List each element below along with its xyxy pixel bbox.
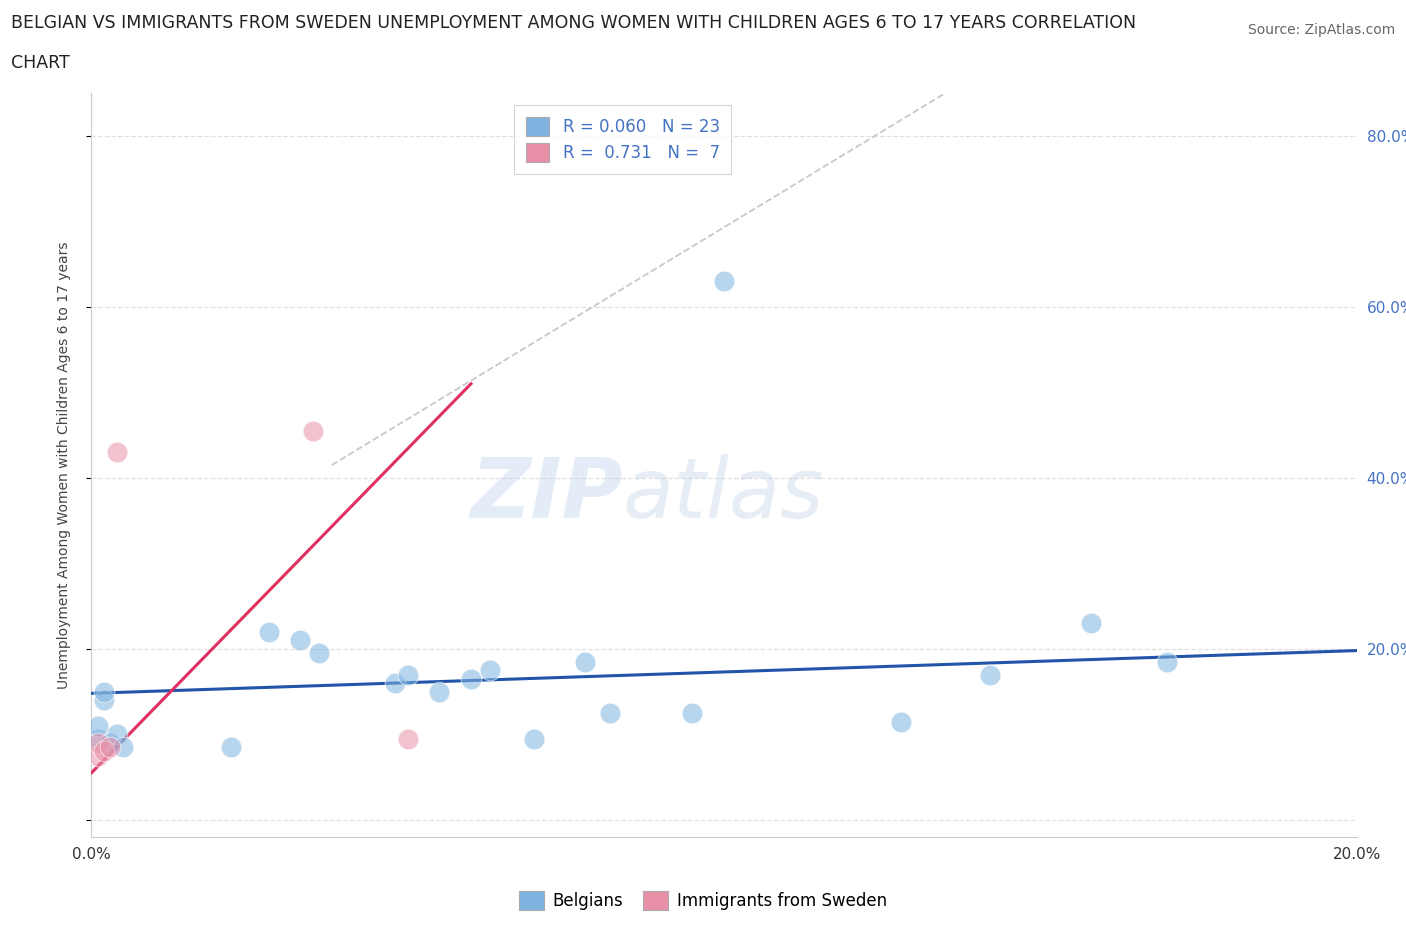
Point: [219, 739, 242, 754]
Point: [308, 645, 330, 660]
Point: [87, 736, 110, 751]
Point: [290, 633, 312, 648]
Point: [87, 731, 110, 746]
Y-axis label: Unemployment Among Women with Children Ages 6 to 17 years: Unemployment Among Women with Children A…: [56, 241, 70, 689]
Point: [682, 706, 704, 721]
Point: [396, 731, 419, 746]
Point: [98, 736, 122, 751]
Point: [93, 744, 115, 759]
Point: [427, 684, 450, 699]
Point: [713, 273, 735, 288]
Point: [105, 727, 128, 742]
Point: [979, 667, 1001, 682]
Text: atlas: atlas: [623, 454, 824, 536]
Point: [523, 731, 546, 746]
Text: Source: ZipAtlas.com: Source: ZipAtlas.com: [1247, 23, 1395, 37]
Legend: Belgians, Immigrants from Sweden: Belgians, Immigrants from Sweden: [513, 884, 893, 917]
Point: [478, 663, 502, 678]
Text: CHART: CHART: [11, 54, 70, 72]
Point: [87, 718, 110, 733]
Point: [574, 654, 596, 669]
Point: [87, 749, 110, 764]
Text: BELGIAN VS IMMIGRANTS FROM SWEDEN UNEMPLOYMENT AMONG WOMEN WITH CHILDREN AGES 6 : BELGIAN VS IMMIGRANTS FROM SWEDEN UNEMPL…: [11, 14, 1136, 32]
Point: [599, 706, 621, 721]
Point: [460, 671, 482, 686]
Point: [112, 739, 135, 754]
Point: [105, 445, 128, 459]
Point: [1156, 654, 1178, 669]
Point: [302, 423, 325, 438]
Point: [98, 739, 122, 754]
Point: [890, 714, 912, 729]
Text: ZIP: ZIP: [470, 454, 623, 536]
Point: [396, 667, 419, 682]
Point: [384, 675, 406, 690]
Point: [1080, 616, 1102, 631]
Point: [93, 693, 115, 708]
Point: [93, 684, 115, 699]
Legend: R = 0.060   N = 23, R =  0.731   N =  7: R = 0.060 N = 23, R = 0.731 N = 7: [515, 105, 731, 174]
Point: [257, 624, 280, 639]
